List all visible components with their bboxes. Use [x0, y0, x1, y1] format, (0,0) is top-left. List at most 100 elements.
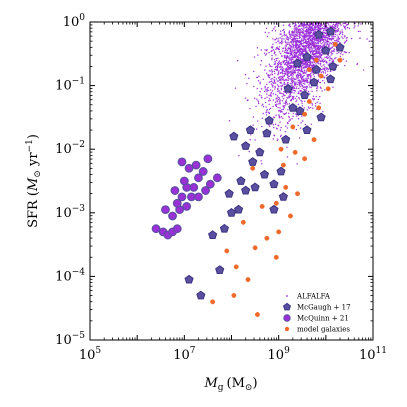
alfalfa-point — [319, 9, 320, 10]
alfalfa-point — [294, 44, 296, 47]
alfalfa-point — [296, 13, 297, 14]
alfalfa-point — [331, 50, 333, 52]
alfalfa-point — [346, 15, 347, 16]
alfalfa-point — [307, 19, 308, 20]
alfalfa-point — [304, 4, 305, 5]
alfalfa-point — [300, 43, 303, 46]
alfalfa-point — [298, 35, 300, 38]
alfalfa-point — [314, 45, 316, 48]
alfalfa-point — [286, 12, 287, 13]
alfalfa-point — [325, 35, 328, 37]
alfalfa-point — [326, 57, 329, 60]
alfalfa-point — [293, 81, 296, 83]
alfalfa-point — [268, 100, 270, 102]
alfalfa-point — [310, 5, 311, 6]
alfalfa-point — [313, 18, 314, 19]
alfalfa-point — [324, 11, 325, 12]
alfalfa-point — [334, 5, 335, 6]
alfalfa-point — [333, 18, 334, 19]
alfalfa-point — [310, 106, 312, 109]
alfalfa-point — [268, 74, 271, 77]
alfalfa-point — [313, 1, 314, 2]
alfalfa-point — [307, 9, 308, 10]
alfalfa-point — [287, 16, 288, 17]
alfalfa-point — [294, 78, 296, 81]
alfalfa-point — [288, 37, 290, 39]
alfalfa-point — [314, 42, 317, 44]
alfalfa-point — [328, 16, 329, 17]
mcquinn-point — [194, 173, 203, 183]
alfalfa-point — [333, 16, 334, 17]
alfalfa-point — [324, 28, 326, 30]
alfalfa-point — [308, 25, 310, 27]
alfalfa-point — [318, 19, 319, 20]
alfalfa-point — [292, 72, 294, 74]
alfalfa-point — [336, 18, 337, 19]
alfalfa-point — [268, 81, 271, 83]
alfalfa-point — [330, 70, 332, 73]
alfalfa-point — [306, 44, 308, 47]
alfalfa-point — [321, 6, 322, 7]
alfalfa-point — [272, 86, 274, 88]
alfalfa-point — [319, 12, 320, 13]
alfalfa-point — [312, 107, 314, 109]
alfalfa-point — [296, 6, 297, 7]
alfalfa-point — [335, 31, 337, 34]
alfalfa-point — [282, 62, 284, 64]
alfalfa-point — [318, 17, 319, 18]
alfalfa-point — [289, 118, 291, 120]
alfalfa-point — [304, 86, 307, 88]
alfalfa-point — [283, 56, 286, 58]
alfalfa-point — [346, 5, 347, 6]
model-galaxy-point — [288, 213, 293, 219]
alfalfa-point — [298, 69, 301, 72]
series-mcgaugh-17 — [184, 26, 345, 300]
alfalfa-point — [317, 16, 318, 17]
alfalfa-point — [341, 0, 342, 1]
alfalfa-point — [272, 116, 275, 118]
alfalfa-point — [256, 47, 259, 49]
alfalfa-point — [307, 32, 309, 34]
alfalfa-point — [287, 66, 289, 68]
alfalfa-point — [341, 29, 343, 31]
alfalfa-point — [296, 73, 299, 76]
alfalfa-point — [281, 66, 284, 68]
alfalfa-point — [344, 35, 346, 38]
alfalfa-point — [298, 87, 300, 90]
alfalfa-point — [295, 44, 298, 46]
alfalfa-point — [292, 88, 294, 90]
alfalfa-point — [270, 74, 272, 76]
alfalfa-point — [296, 31, 299, 33]
alfalfa-point — [312, 42, 315, 44]
alfalfa-point — [265, 65, 267, 67]
alfalfa-point — [301, 87, 303, 89]
alfalfa-point — [286, 36, 289, 38]
alfalfa-point — [302, 7, 303, 8]
alfalfa-point — [283, 54, 286, 57]
alfalfa-point — [285, 100, 287, 102]
alfalfa-point — [328, 0, 329, 1]
alfalfa-point — [290, 100, 292, 102]
alfalfa-point — [315, 51, 317, 53]
alfalfa-point — [310, 43, 312, 45]
alfalfa-point — [306, 109, 308, 111]
alfalfa-point — [332, 45, 334, 48]
mcgaugh-point — [241, 141, 251, 150]
alfalfa-point — [299, 14, 300, 15]
alfalfa-point — [299, 34, 301, 37]
alfalfa-point — [292, 81, 294, 83]
alfalfa-point — [283, 35, 285, 37]
alfalfa-point — [307, 18, 308, 19]
alfalfa-point — [282, 24, 285, 26]
alfalfa-point — [292, 44, 295, 47]
alfalfa-point — [315, 47, 317, 50]
alfalfa-point — [300, 34, 303, 36]
alfalfa-point — [320, 54, 323, 56]
alfalfa-point — [334, 35, 336, 38]
alfalfa-point — [271, 46, 274, 48]
alfalfa-point — [284, 11, 285, 12]
alfalfa-point — [253, 56, 256, 58]
alfalfa-point — [278, 76, 280, 79]
alfalfa-point — [320, 60, 322, 62]
